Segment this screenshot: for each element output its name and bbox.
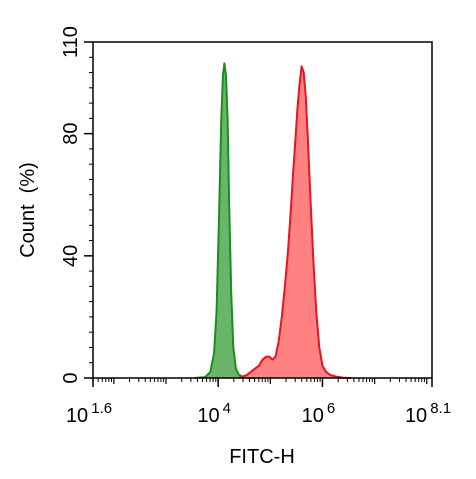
y-tick-label: 0 — [60, 372, 82, 383]
series-layer — [194, 62, 352, 379]
histogram-line-1 — [194, 62, 255, 379]
x-tick-label: 10 6 — [302, 400, 336, 427]
x-tick-label: 10 8.1 — [405, 400, 451, 427]
x-axis-label: FITC-H — [229, 446, 295, 468]
histogram-area-1 — [194, 63, 255, 379]
plot-frame — [92, 41, 433, 379]
y-axis-label: Count (%) — [17, 162, 39, 258]
x-tick-label: 10 1.6 — [66, 400, 112, 427]
histogram-line-2 — [238, 65, 352, 379]
y-axis-ticks: 0 40 80 110 — [60, 26, 93, 384]
y-tick-label: 80 — [60, 123, 82, 145]
histogram-series-1 — [194, 62, 255, 379]
histogram-area-2 — [239, 66, 352, 379]
y-tick-label: 110 — [60, 26, 82, 58]
y-tick-label: 40 — [60, 245, 82, 267]
histogram-series-2 — [238, 65, 352, 379]
x-axis-ticks: 10 1.6 10 4 10 6 10 8.1 — [66, 378, 451, 427]
x-tick-label: 10 4 — [197, 400, 231, 427]
